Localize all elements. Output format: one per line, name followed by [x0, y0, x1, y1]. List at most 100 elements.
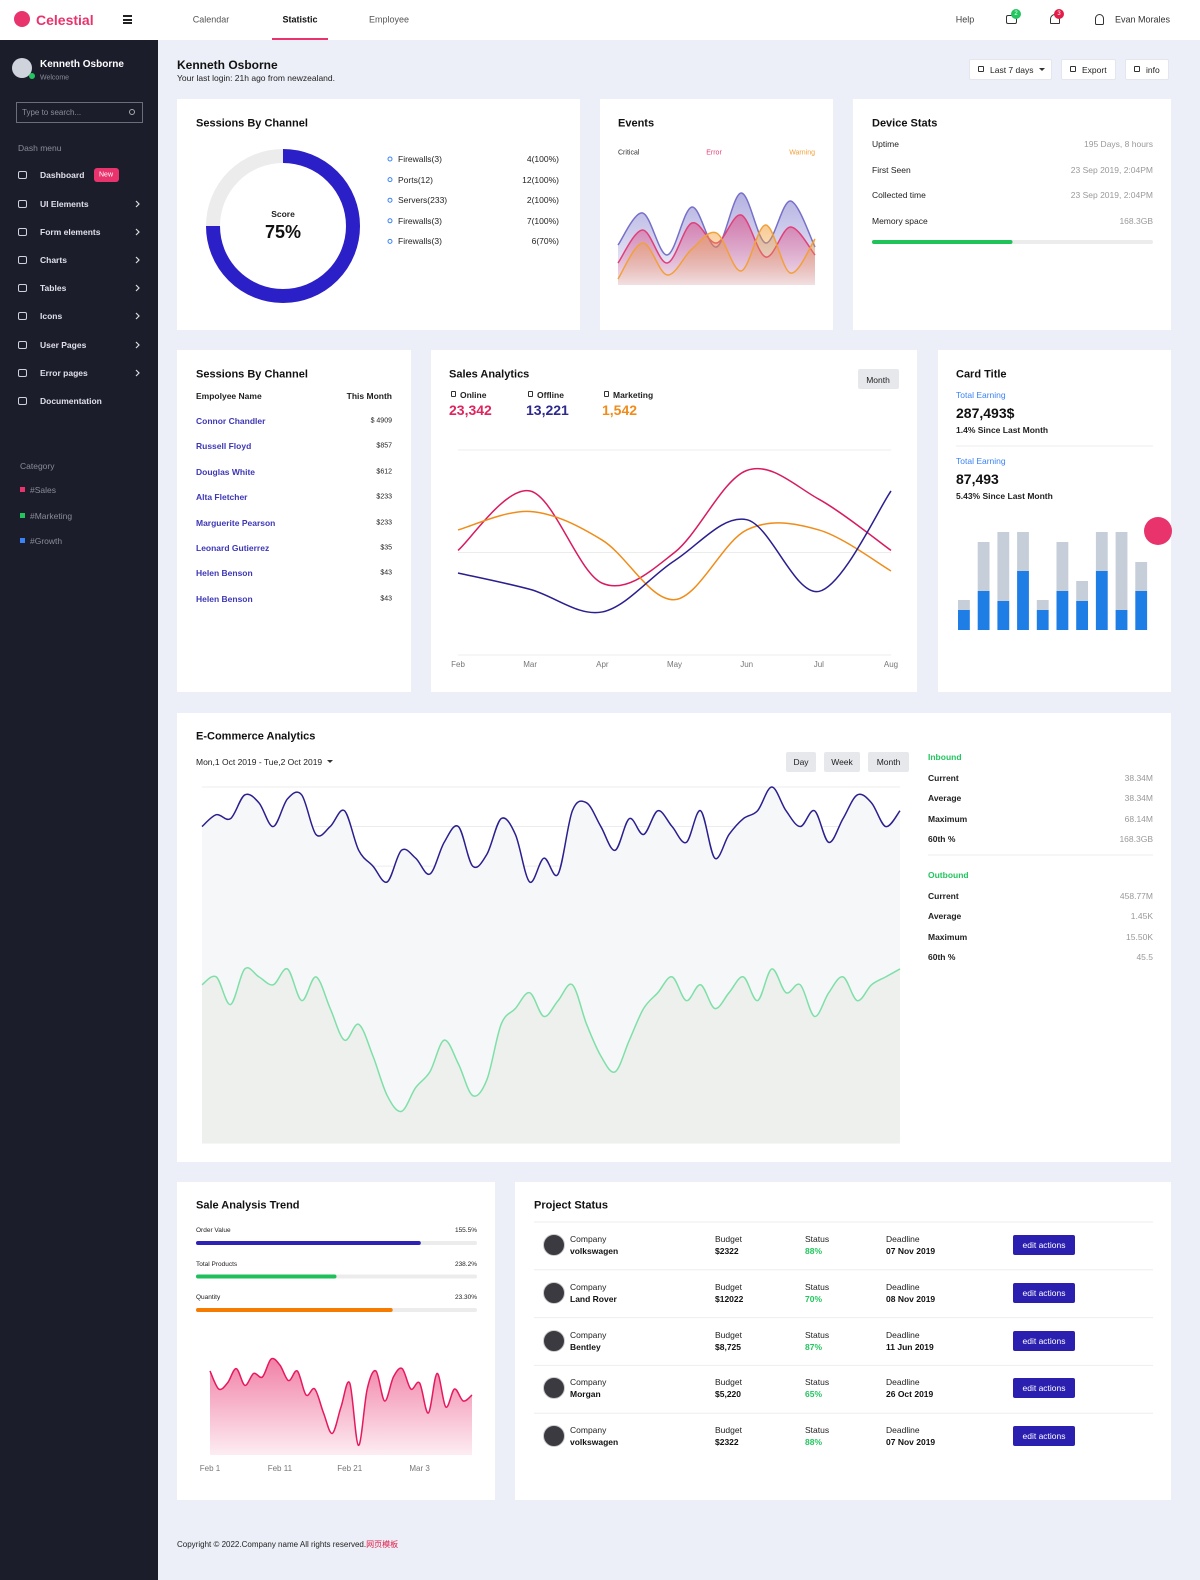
stat-label: 60th % [928, 833, 956, 844]
stat-value: 45.5 [1136, 951, 1153, 962]
employee-value: $612 [376, 468, 392, 476]
menu-icon [18, 256, 27, 264]
earning-change: 1.4% Since Last Month [956, 424, 1049, 435]
stat-value: 23 Sep 2019, 2:04PM [1070, 189, 1153, 200]
period-button[interactable] [786, 752, 816, 772]
employee-name[interactable]: Douglas White [196, 466, 256, 477]
edit-button[interactable] [1013, 1235, 1075, 1255]
badge-count: 3 [1057, 11, 1061, 17]
employee-value: $233 [376, 493, 392, 501]
menu-item[interactable]: Error pages [40, 367, 88, 378]
info-button-text: info [1146, 64, 1160, 75]
deadline-value: 07 Nov 2019 [886, 1436, 936, 1447]
menu-item[interactable]: Dashboard [40, 169, 85, 180]
employee-value: $43 [380, 595, 392, 603]
period-button[interactable] [868, 752, 909, 772]
period-button[interactable] [824, 752, 860, 772]
stat-label: Marketing [613, 389, 654, 400]
column-label: Company [570, 1329, 607, 1340]
x-tick-label: Aug [883, 660, 899, 669]
stat-value: 168.3GB [1119, 833, 1153, 844]
stat-icon [604, 391, 609, 397]
company-avatar [543, 1377, 565, 1400]
column-label: Company [570, 1281, 607, 1292]
card-title: Card Title [956, 368, 1007, 381]
search-box[interactable] [16, 102, 143, 123]
card [177, 713, 1171, 1162]
channel-name: Ports(12) [398, 174, 433, 185]
card [938, 350, 1171, 692]
column-label: Budget [715, 1281, 742, 1292]
nav-tab[interactable]: Calendar [192, 14, 230, 25]
column-label: Deadline [886, 1233, 920, 1244]
edit-button[interactable] [1013, 1282, 1075, 1303]
fab[interactable] [1144, 517, 1172, 545]
edit-button-text[interactable]: edit actions [1022, 1239, 1066, 1250]
badge [1054, 9, 1064, 19]
card-title: Sessions By Channel [196, 368, 308, 381]
sidebar-subtitle: Welcome [40, 74, 70, 82]
metric-label: Order Value [196, 1226, 231, 1234]
edit-button-text[interactable]: edit actions [1022, 1335, 1066, 1346]
stat-label: Average [928, 792, 962, 803]
menu-item[interactable]: Tables [40, 282, 67, 293]
employee-name[interactable]: Marguerite Pearson [196, 517, 276, 528]
category-title: Category [20, 460, 55, 471]
employee-name[interactable]: Alta Fletcher [196, 491, 248, 502]
stat-icon [528, 391, 533, 397]
employee-name[interactable]: Helen Benson [196, 593, 253, 604]
menu-item[interactable]: Documentation [40, 395, 102, 406]
budget-value: $2322 [715, 1245, 739, 1256]
category-item[interactable]: #Growth [30, 535, 63, 546]
card-title: Sessions By Channel [196, 117, 308, 130]
status-value: 65% [805, 1389, 823, 1400]
edit-button-text[interactable]: edit actions [1022, 1383, 1066, 1394]
nav-tab[interactable]: Statistic [282, 14, 318, 25]
menu-item[interactable]: Charts [40, 254, 67, 265]
range-button[interactable] [969, 59, 1052, 80]
menu-icon [18, 397, 27, 405]
help-link[interactable]: Help [955, 14, 975, 25]
category-item[interactable]: #Sales [30, 484, 56, 495]
employee-name[interactable]: Connor Chandler [196, 415, 266, 426]
channel-value: 2(100%) [526, 194, 559, 205]
avatar [12, 58, 32, 78]
topbar [0, 0, 1200, 40]
stat-value: 23,342 [449, 402, 492, 418]
edit-button-text[interactable]: edit actions [1022, 1287, 1066, 1298]
employee-name[interactable]: Russell Floyd [196, 441, 252, 452]
button-icon [1070, 66, 1076, 72]
menu-item[interactable]: Icons [40, 310, 63, 321]
edit-button[interactable] [1013, 1330, 1075, 1351]
user-icon[interactable] [1095, 14, 1104, 25]
export-button[interactable] [1061, 59, 1116, 80]
nav-tab[interactable]: Employee [368, 14, 410, 25]
footer-text: Copyright © 2022.Company name All rights… [177, 1540, 367, 1549]
menu-toggle[interactable] [123, 15, 132, 24]
info-button[interactable] [1125, 59, 1169, 80]
footer-link[interactable]: 网页模板 [366, 1540, 399, 1549]
month-button[interactable] [858, 369, 899, 389]
menu-item[interactable]: Form elements [40, 226, 101, 237]
user-name[interactable]: Evan Morales [1115, 14, 1171, 25]
section-title: Inbound [928, 751, 962, 762]
earning-value: 287,493$ [956, 405, 1015, 421]
employee-name[interactable]: Helen Benson [196, 568, 253, 579]
stat-label: Offline [537, 389, 564, 400]
column-label: Status [805, 1424, 830, 1435]
edit-button-text[interactable]: edit actions [1022, 1430, 1066, 1441]
category-item[interactable]: #Marketing [30, 510, 73, 521]
date-range[interactable]: Mon,1 Oct 2019 - Tue,2 Oct 2019 [196, 756, 323, 767]
edit-button[interactable] [1013, 1426, 1075, 1447]
stat-label: Online [460, 389, 487, 400]
menu-item[interactable]: UI Elements [40, 198, 89, 209]
employee-name[interactable]: Leonard Gutierrez [196, 542, 270, 553]
stat-value: 15.50K [1126, 931, 1153, 942]
edit-button[interactable] [1013, 1378, 1075, 1399]
column-header: Empolyee Name [196, 390, 262, 401]
menu-item[interactable]: User Pages [40, 339, 87, 350]
menu-icon [18, 284, 27, 292]
column-label: Company [570, 1424, 607, 1435]
deadline-value: 11 Jun 2019 [886, 1341, 934, 1352]
employee-value: $35 [380, 544, 392, 552]
